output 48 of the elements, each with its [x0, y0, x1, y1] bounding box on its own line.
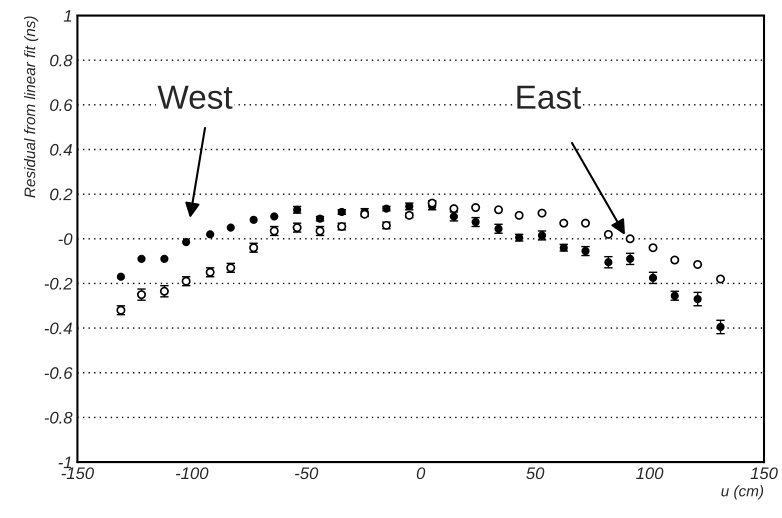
point [160, 254, 168, 263]
x-tick-label: -100 [176, 467, 208, 480]
x-tick-label: 100 [636, 467, 664, 480]
point [626, 254, 634, 263]
point [182, 238, 190, 246]
point [693, 260, 702, 269]
y-tick-label: -0.6 [44, 367, 73, 379]
point [716, 322, 725, 332]
annotation: West [157, 86, 232, 109]
y-tick-label: 0.4 [50, 144, 72, 156]
point [694, 294, 702, 304]
point [716, 274, 726, 284]
point [559, 218, 568, 228]
point [137, 254, 146, 263]
point [604, 230, 613, 239]
y-tick-label: -0.8 [44, 412, 72, 424]
y-tick-label: 0.8 [50, 54, 72, 66]
x-axis-title: u (cm) [721, 485, 764, 500]
y-tick-label: -0.4 [44, 322, 72, 334]
x-tick-label: 150 [750, 467, 778, 480]
point [206, 230, 214, 238]
point [514, 210, 524, 220]
point [648, 274, 658, 282]
point [116, 272, 125, 281]
point [626, 234, 635, 244]
annotation: East [517, 86, 582, 109]
point [648, 243, 658, 252]
point [270, 212, 278, 221]
y-tick-label: 0.6 [50, 99, 73, 112]
point [494, 205, 504, 214]
x-tick-label: -150 [62, 467, 94, 480]
y-tick-label: -0 [58, 233, 72, 245]
y-tick-label: -1 [58, 456, 72, 468]
point [604, 258, 612, 266]
point [670, 255, 680, 265]
point [449, 204, 458, 214]
y-axis-title: Residual from linear fit (ns) [24, 16, 38, 198]
point [471, 203, 480, 212]
x-tick-label: -50 [295, 467, 318, 480]
point [538, 208, 547, 218]
x-tick-label: 0 [416, 467, 426, 480]
y-tick-label: -0.2 [44, 278, 72, 290]
y-tick-label: 0.2 [50, 188, 72, 200]
y-tick-label: 1 [64, 10, 72, 22]
point [226, 224, 235, 232]
x-tick-label: 50 [526, 467, 544, 480]
point [580, 218, 590, 228]
point [250, 216, 258, 224]
